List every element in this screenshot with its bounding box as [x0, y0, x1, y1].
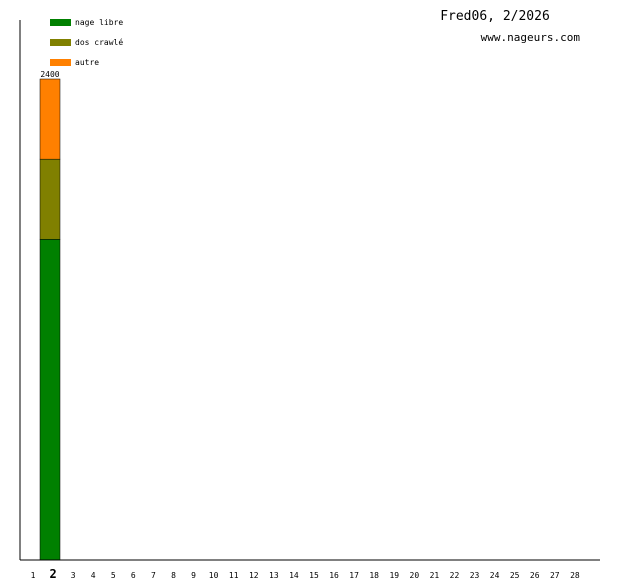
x-tick-label: 16	[329, 571, 339, 580]
x-tick-label: 25	[510, 571, 520, 580]
site-url: www.nageurs.com	[480, 31, 580, 44]
x-tick-label: 1	[31, 571, 36, 580]
x-tick-label: 11	[229, 571, 239, 580]
x-tick-label: 12	[249, 571, 259, 580]
x-tick-label: 21	[430, 571, 440, 580]
x-tick-label: 7	[151, 571, 156, 580]
x-tick-label: 5	[111, 571, 116, 580]
x-tick-label: 9	[191, 571, 196, 580]
chart-title: Fred06, 2/2026	[440, 9, 550, 24]
legend-swatch	[50, 39, 71, 46]
x-tick-label: 27	[550, 571, 560, 580]
x-tick-label: 17	[349, 571, 359, 580]
x-tick-label: 6	[131, 571, 136, 580]
x-tick-label: 15	[309, 571, 319, 580]
x-tick-label: 23	[470, 571, 480, 580]
x-tick-label: 26	[530, 571, 540, 580]
x-tick-label: 14	[289, 571, 299, 580]
legend-swatch	[50, 59, 71, 66]
x-tick-label: 28	[570, 571, 580, 580]
legend-label: dos crawlé	[75, 37, 123, 47]
bar-segment	[39, 239, 61, 561]
x-tick-labels: 1 2 3 4 5 6 7 8 9 10 11 12 13 14 15 16 17 18 19 20 21 22 23 24 2…	[31, 567, 580, 580]
axes	[19, 20, 600, 561]
bar-segment	[39, 78, 61, 160]
legend-label: nage libre	[75, 18, 123, 27]
legend: nage libre dos crawlé autre	[50, 18, 123, 67]
x-tick-label: 3	[71, 571, 76, 580]
bar-value-label: 2400	[40, 70, 59, 79]
x-tick-label: 13	[269, 571, 279, 580]
bars	[39, 78, 61, 561]
x-tick-label: 18	[369, 571, 379, 580]
legend-swatch	[50, 19, 71, 26]
x-tick-label: 8	[171, 571, 176, 580]
x-tick-label: 22	[450, 571, 460, 580]
x-tick-label: 20	[410, 571, 420, 580]
legend-label: autre	[75, 58, 99, 67]
x-tick-label: 10	[209, 571, 219, 580]
x-tick-label: 24	[490, 571, 500, 580]
data-labels: 2400	[40, 70, 59, 79]
x-tick-label: 4	[91, 571, 96, 580]
x-tick-label: 19	[389, 571, 399, 580]
bar-segment	[39, 158, 61, 240]
x-tick-label: 2	[49, 567, 56, 580]
